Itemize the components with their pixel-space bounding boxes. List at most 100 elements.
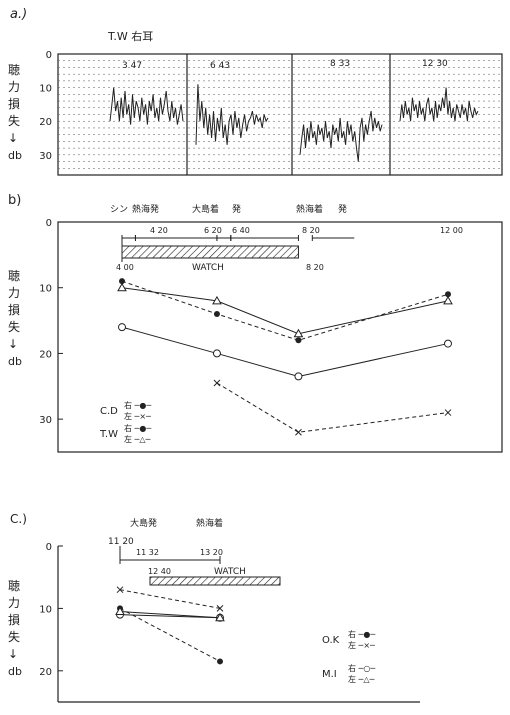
- panel-a-trace: [399, 87, 479, 122]
- ylabel-char: 聴: [8, 269, 20, 283]
- data-point: [115, 606, 125, 616]
- ylabel-char: 失: [8, 113, 20, 128]
- legend-right: 右 ─○─: [348, 663, 375, 673]
- panel-a-ytick: 0: [46, 50, 52, 61]
- panel-c-ytick: 20: [39, 667, 52, 678]
- data-point: [212, 349, 221, 358]
- legend-left: 左 ─△─: [348, 674, 375, 684]
- data-point: [216, 605, 224, 612]
- data-point: [213, 379, 221, 387]
- panel-c-ytick: 0: [46, 542, 52, 553]
- interval-label: 4 20: [150, 226, 168, 235]
- panel-c-ytick: 10: [39, 604, 52, 615]
- watch-bar: [149, 576, 281, 586]
- segment-label: 6 43: [210, 61, 230, 71]
- timeline-event: 11 20: [108, 537, 134, 547]
- watch-start-label: 4 00: [116, 263, 134, 272]
- panel-c-chart: 11 20 大島発 熱海着 11 32 13 20 12 40 WATCH O.…: [39, 517, 420, 703]
- panel-a-label: a.): [10, 7, 27, 22]
- series-line-cd_left: [216, 382, 449, 433]
- interval-label: 12 00: [440, 226, 463, 235]
- data-point: [294, 372, 303, 381]
- panel-b-ytick: 0: [46, 218, 52, 229]
- segment-label: 8 33: [330, 59, 350, 69]
- ylabel-char: 力: [8, 80, 20, 94]
- panel-b-chart: シン 熱海発 大島着 発 熱海着 発 4 20 6 20 6 40 8 20 1…: [39, 203, 503, 453]
- legend-left: 左 ─×─: [348, 640, 375, 650]
- interval-label: 11 32: [136, 548, 159, 557]
- series-line-ok_right: [119, 607, 221, 662]
- ylabel-char: 聴: [8, 63, 20, 77]
- legend-right: 右 ─●─: [124, 400, 151, 410]
- data-point: [117, 282, 127, 292]
- timeline-event: 熱海着: [196, 517, 223, 529]
- ylabel-char: db: [8, 355, 22, 368]
- segment-label: 12 30: [422, 59, 448, 69]
- series-line-tw_right: [121, 326, 449, 377]
- panel-a-ytick: 30: [39, 151, 52, 162]
- ylabel-char: 損: [8, 612, 20, 627]
- legend-left: 左 ─△─: [124, 434, 151, 444]
- panel-b-ytick: 30: [39, 415, 52, 426]
- data-point: [213, 311, 220, 317]
- watch-label: WATCH: [192, 263, 224, 273]
- series-line-mi_right: [119, 614, 221, 619]
- panel-a-trace: [195, 84, 269, 145]
- series-line-mi_left: [119, 611, 221, 619]
- panel-b-label: b): [8, 193, 21, 208]
- timeline-event: 熱海着: [296, 203, 323, 215]
- interval-label: 12 40: [148, 567, 171, 576]
- data-point: [295, 337, 302, 344]
- watch-bar: [121, 245, 299, 259]
- panel-b-ytick: 20: [39, 349, 52, 360]
- series-line-cd_right: [121, 280, 449, 341]
- panel-b-frame: [57, 221, 503, 453]
- series-line-tw_left: [121, 287, 449, 335]
- data-point: [212, 295, 222, 305]
- legend-name: T.W: [99, 429, 118, 440]
- legend-name: M.I: [322, 669, 337, 680]
- legend-right: 右 ─●─: [348, 629, 375, 639]
- data-point: [443, 295, 453, 305]
- ylabel-char: 損: [8, 302, 20, 317]
- data-point: [444, 409, 452, 416]
- data-point: [217, 658, 223, 665]
- watch-label: WATCH: [214, 567, 246, 577]
- ylabel-char: 損: [8, 96, 20, 111]
- timeline-event: 大島発: [130, 517, 157, 529]
- legend-name: O.K: [322, 635, 340, 646]
- timeline-event: シン: [110, 205, 128, 215]
- ylabel-char: ↓: [8, 131, 18, 145]
- timeline-event: 発: [232, 203, 241, 215]
- panel-a-trace: [299, 111, 383, 162]
- data-point: [116, 586, 124, 594]
- ylabel-char: 失: [8, 629, 20, 644]
- watch-end-label: 8 20: [306, 263, 324, 272]
- data-point: [445, 291, 451, 298]
- ylabel-char: db: [8, 665, 22, 678]
- data-point: [118, 323, 126, 332]
- ylabel-char: 力: [8, 596, 20, 610]
- timeline-event: 大島着: [192, 203, 219, 215]
- data-point: [444, 339, 452, 348]
- panel-a-chart: 3 47 6 43 8 33 12 30 0 10 20 30: [39, 50, 503, 176]
- panel-c-label: C.): [10, 512, 27, 526]
- legend-left: 左 ─×─: [124, 411, 151, 421]
- ylabel-char: ↓: [8, 647, 18, 661]
- panel-a-ytick: 10: [39, 84, 52, 95]
- panel-a-subject: T.W 右耳: [107, 29, 153, 43]
- ylabel-char: 聴: [8, 579, 20, 593]
- ylabel-char: 失: [8, 319, 20, 334]
- interval-label: 6 40: [232, 226, 250, 235]
- data-point: [293, 328, 304, 338]
- ylabel-char: 力: [8, 286, 20, 300]
- data-point: [119, 278, 125, 285]
- legend-name: C.D: [100, 406, 118, 417]
- timeline-event: 発: [338, 203, 347, 215]
- timeline-event: 熱海発: [132, 203, 159, 215]
- panel-b-ytick: 10: [39, 284, 52, 295]
